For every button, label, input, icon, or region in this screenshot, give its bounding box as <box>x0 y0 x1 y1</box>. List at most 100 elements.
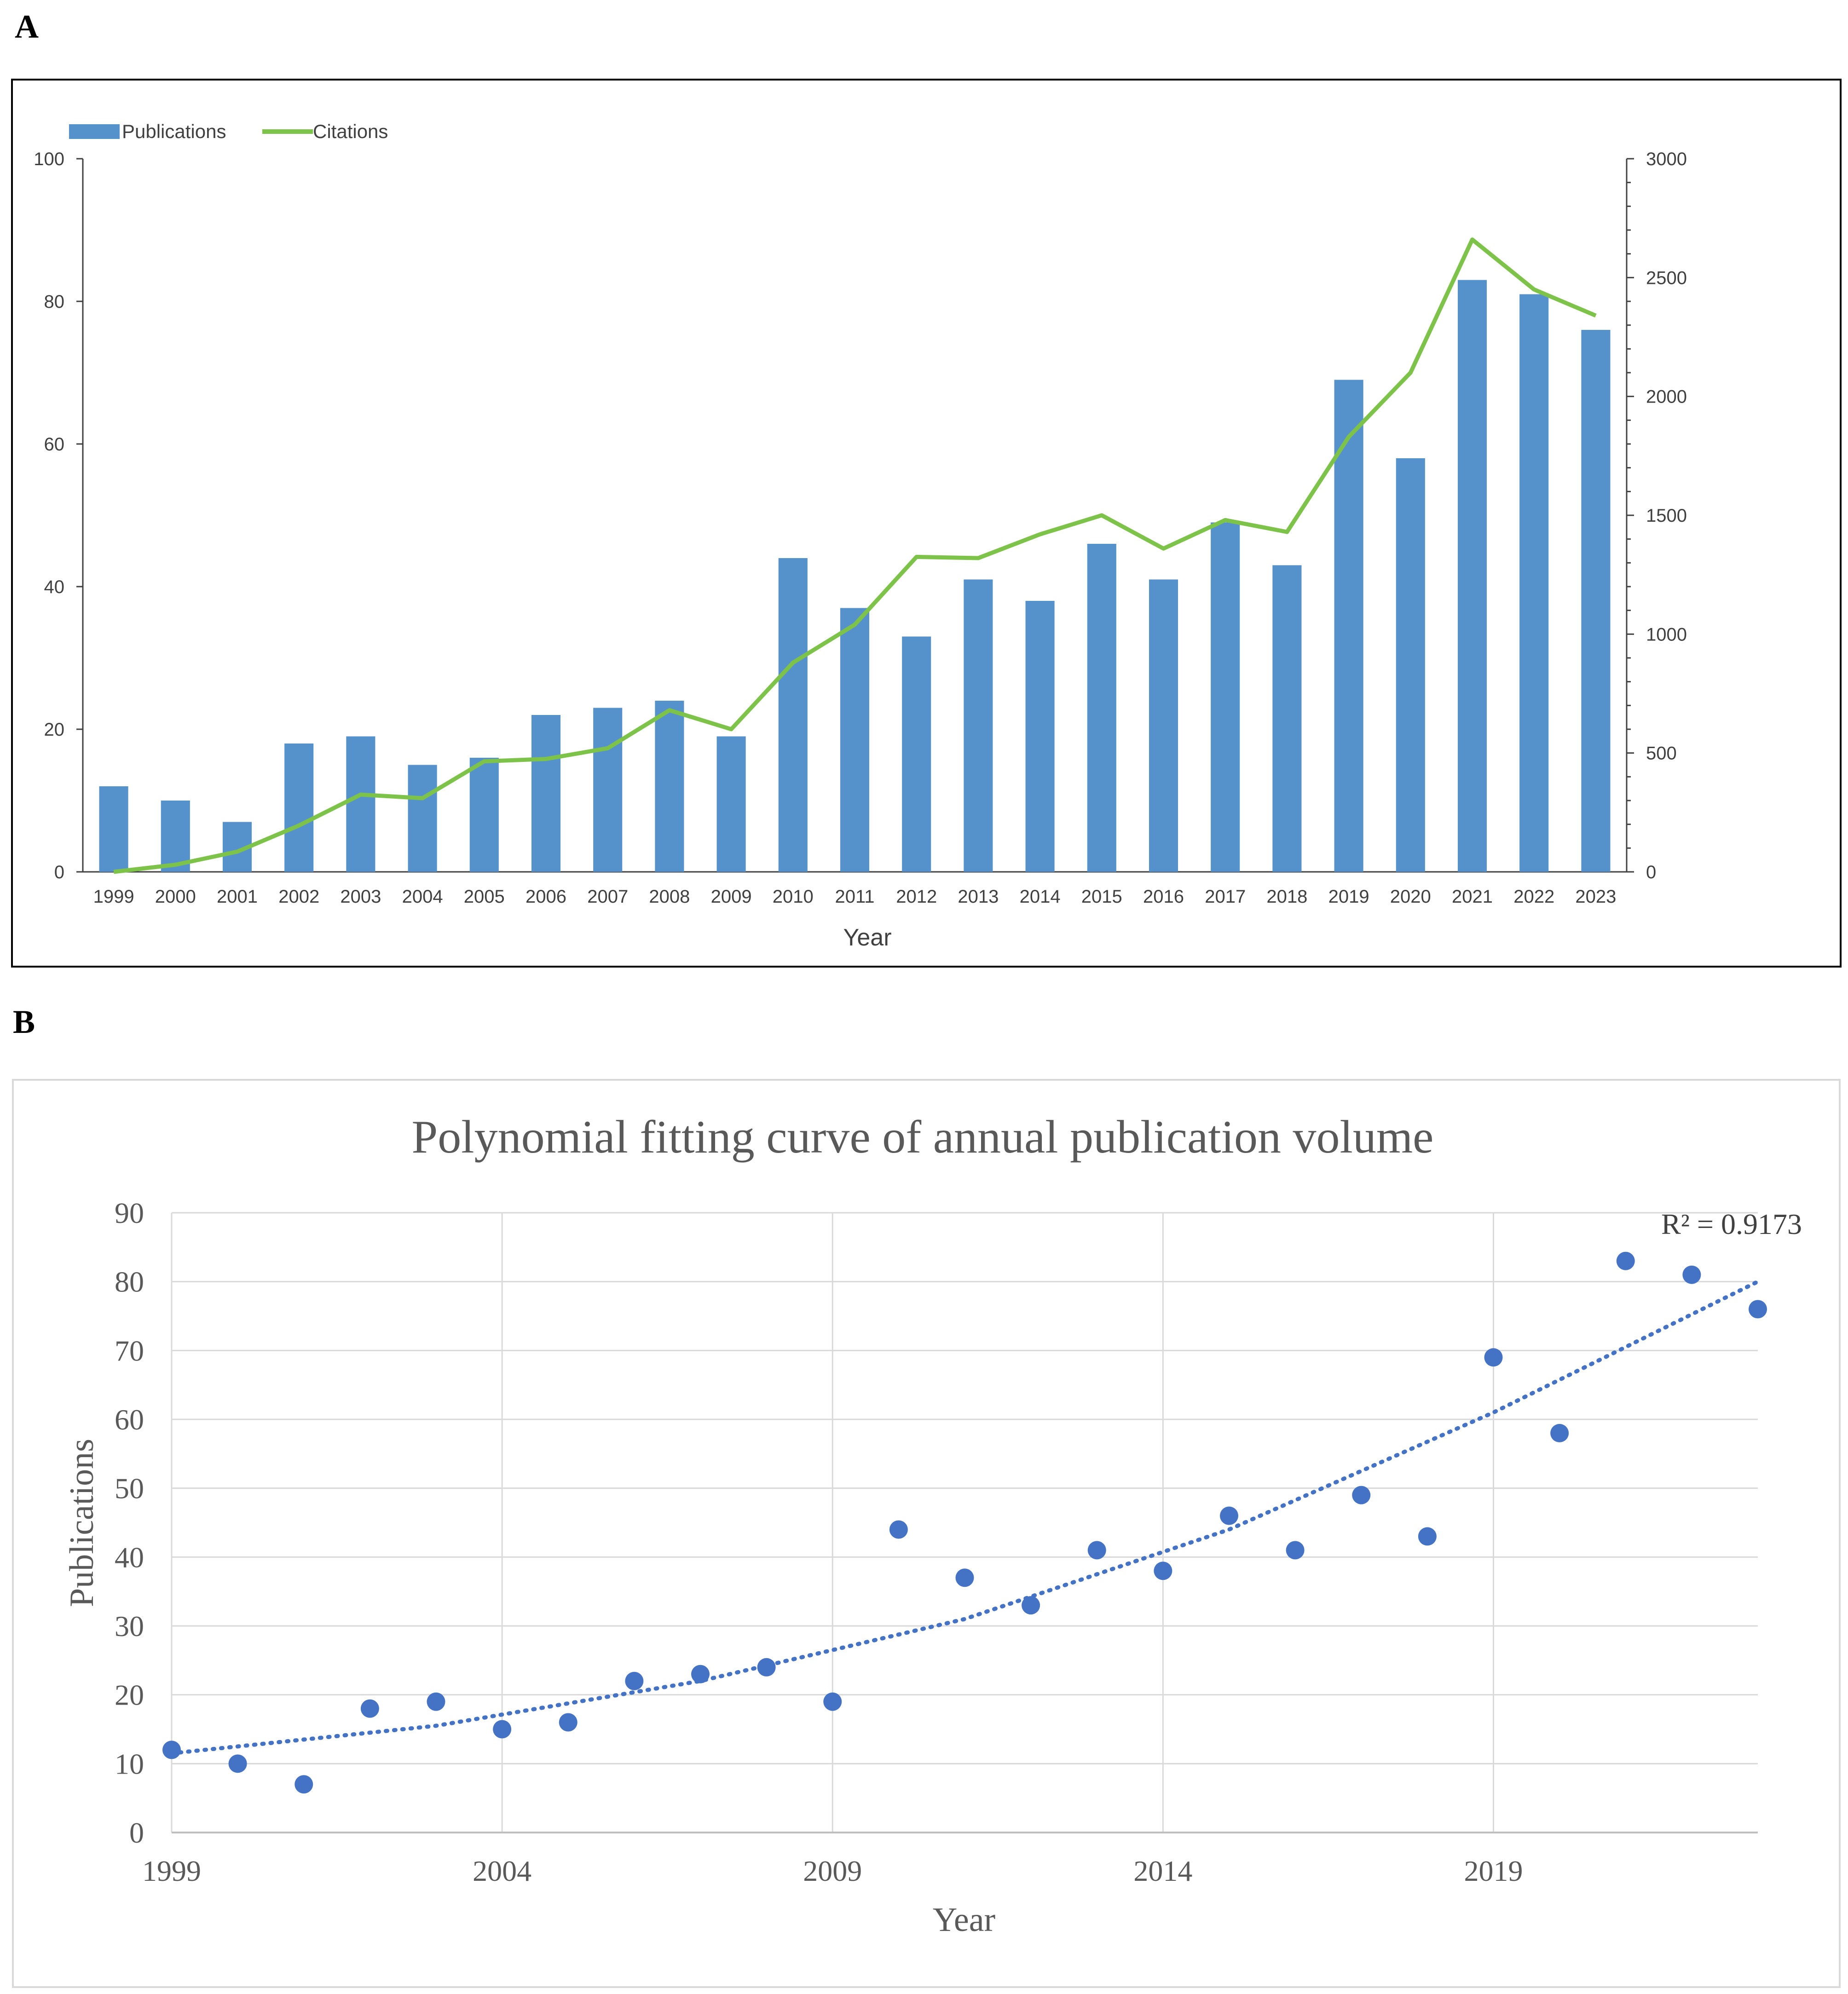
chart-a-bar-2017 <box>1211 522 1240 872</box>
chart-a-x-tick-label: 2008 <box>649 887 690 907</box>
chart-a-bar-2022 <box>1519 294 1549 872</box>
chart-a-x-axis-label: Year <box>843 924 891 951</box>
chart-a-left-tick-label: 0 <box>54 862 64 882</box>
chart-b-point-2007 <box>691 1665 710 1683</box>
chart-a-left-tick-label: 40 <box>44 577 65 597</box>
chart-a-bar-2020 <box>1396 458 1425 872</box>
chart-a-x-tick-label: 2018 <box>1266 887 1307 907</box>
chart-b-y-tick-label: 30 <box>115 1610 144 1642</box>
chart-b-point-2015 <box>1220 1506 1238 1525</box>
chart-a-x-tick-label: 2001 <box>217 887 258 907</box>
chart-b-point-2005 <box>559 1713 578 1732</box>
chart-a-right-tick-label: 2500 <box>1646 268 1687 288</box>
chart-a-x-tick-label: 2017 <box>1205 887 1246 907</box>
legend-publications-label: Publications <box>122 121 226 142</box>
chart-b-x-tick-label: 2014 <box>1133 1855 1192 1887</box>
chart-b-point-2010 <box>889 1520 908 1539</box>
chart-a-x-tick-label: 2011 <box>835 887 874 907</box>
chart-b-point-2012 <box>1022 1596 1040 1615</box>
chart-b-y-ticks: 0 10 20 30 40 50 60 70 80 90 <box>115 1197 144 1849</box>
chart-b-y-tick-label: 60 <box>115 1403 144 1436</box>
chart-a-x-tick-label: 2020 <box>1390 887 1431 907</box>
panel-a-frame <box>11 79 1842 968</box>
chart-a-right-tick-label: 1000 <box>1646 624 1687 645</box>
chart-a-left-tick-label: 60 <box>44 434 65 455</box>
chart-b-point-2014 <box>1154 1562 1172 1580</box>
chart-b-r-squared: R² = 0.9173 <box>1661 1208 1802 1240</box>
chart-a-x-tick-label: 2010 <box>773 887 814 907</box>
chart-b-title: Polynomial fitting curve of annual publi… <box>412 1111 1434 1163</box>
chart-a-x-tick-label: 2019 <box>1328 887 1369 907</box>
chart-b-y-tick-label: 50 <box>115 1472 144 1505</box>
panel-b-letter: B <box>13 1003 35 1040</box>
chart-a-x-tick-label: 2004 <box>402 887 443 907</box>
chart-a-right-ticks: 0 500 1000 1500 2000 2500 3000 <box>1627 149 1687 882</box>
chart-b-grid <box>171 1212 1758 1833</box>
chart-a-x-tick-label: 2003 <box>340 887 381 907</box>
chart-a-citations-line <box>113 237 1597 874</box>
chart-a-x-tick-label: 2013 <box>958 887 999 907</box>
chart-a-bars <box>99 280 1611 872</box>
chart-a-bar-2007 <box>593 708 623 872</box>
chart-a-bar-2011 <box>840 608 870 872</box>
chart-b-x-axis-label: Year <box>933 1901 995 1939</box>
chart-b-y-tick-label: 70 <box>115 1334 144 1367</box>
chart-a-bar-2005 <box>469 758 499 872</box>
chart-b-point-2023 <box>1749 1300 1767 1319</box>
chart-a-left-tick-label: 100 <box>34 149 64 169</box>
chart-a-bar-2002 <box>284 743 314 872</box>
panel-a-letter: A <box>15 8 39 45</box>
chart-b-point-1999 <box>162 1740 181 1759</box>
chart-b-x-tick-label: 2019 <box>1464 1855 1523 1887</box>
chart-b-point-2003 <box>427 1692 445 1711</box>
chart-a-bar-2021 <box>1457 280 1487 872</box>
chart-a-x-tick-label: 2016 <box>1143 887 1184 907</box>
chart-a-citations-line-group <box>113 237 1597 874</box>
chart-a-bar-2008 <box>655 701 684 872</box>
chart-b-y-axis-label: Publications <box>63 1439 101 1607</box>
chart-b-point-2001 <box>295 1775 313 1794</box>
chart-a-bar-2003 <box>346 736 375 872</box>
legend-publications-swatch <box>69 124 120 139</box>
chart-b-y-tick-label: 20 <box>115 1679 144 1712</box>
chart-b-y-tick-label: 40 <box>115 1541 144 1573</box>
chart-a-x-tick-label: 2012 <box>896 887 937 907</box>
chart-a-x-tick-label: 1999 <box>93 887 134 907</box>
chart-a-bar-1999 <box>99 786 128 872</box>
chart-a-legend: Publications Citations <box>69 121 388 142</box>
chart-a-bar-2015 <box>1087 544 1116 872</box>
chart-a-x-tick-label: 2006 <box>526 887 566 907</box>
chart-b-trendline <box>169 1279 1760 1756</box>
chart-b-point-2018 <box>1418 1527 1437 1546</box>
chart-a-x-tick-label: 2022 <box>1513 887 1554 907</box>
chart-a-x-tick-label: 2023 <box>1575 887 1616 907</box>
chart-b-x-tick-label: 2009 <box>803 1855 862 1887</box>
chart-b-x-tick-label: 2004 <box>473 1855 531 1887</box>
chart-a-bar-2012 <box>902 636 931 872</box>
chart-b-point-2006 <box>625 1671 644 1690</box>
chart-a-bar-2023 <box>1581 330 1611 872</box>
chart-a-right-tick-label: 0 <box>1646 862 1656 882</box>
legend-citations-label: Citations <box>313 121 388 142</box>
chart-a-bar-2013 <box>964 579 993 872</box>
chart-a-x-tick-label: 2021 <box>1452 887 1493 907</box>
panel-b-frame <box>12 1079 1841 1988</box>
chart-a-bar-2004 <box>408 765 437 872</box>
chart-a-bar-2010 <box>778 558 808 872</box>
chart-a-bar-2000 <box>161 801 190 872</box>
chart-b-point-2008 <box>757 1658 776 1677</box>
chart-a-x-tick-label: 2009 <box>711 887 752 907</box>
chart-a-x-tick-label: 2015 <box>1081 887 1122 907</box>
chart-a-x-tick-label: 2007 <box>587 887 628 907</box>
chart-a-bar-2019 <box>1334 380 1363 872</box>
chart-b-x-ticks: 1999 2004 2009 2014 2019 <box>142 1855 1523 1887</box>
chart-a-left-tick-label: 80 <box>44 292 65 312</box>
chart-a-x-ticks: 1999 2000 2001 2002 2003 2004 2005 2006 2007 2008… <box>93 887 1617 907</box>
chart-b-point-2002 <box>360 1699 379 1718</box>
chart-b-y-tick-label: 90 <box>115 1197 144 1229</box>
chart-a-x-tick-label: 2014 <box>1020 887 1061 907</box>
chart-b-points <box>162 1251 1767 1794</box>
chart-b-point-2019 <box>1484 1348 1503 1367</box>
chart-b-trendline-group <box>169 1279 1760 1756</box>
